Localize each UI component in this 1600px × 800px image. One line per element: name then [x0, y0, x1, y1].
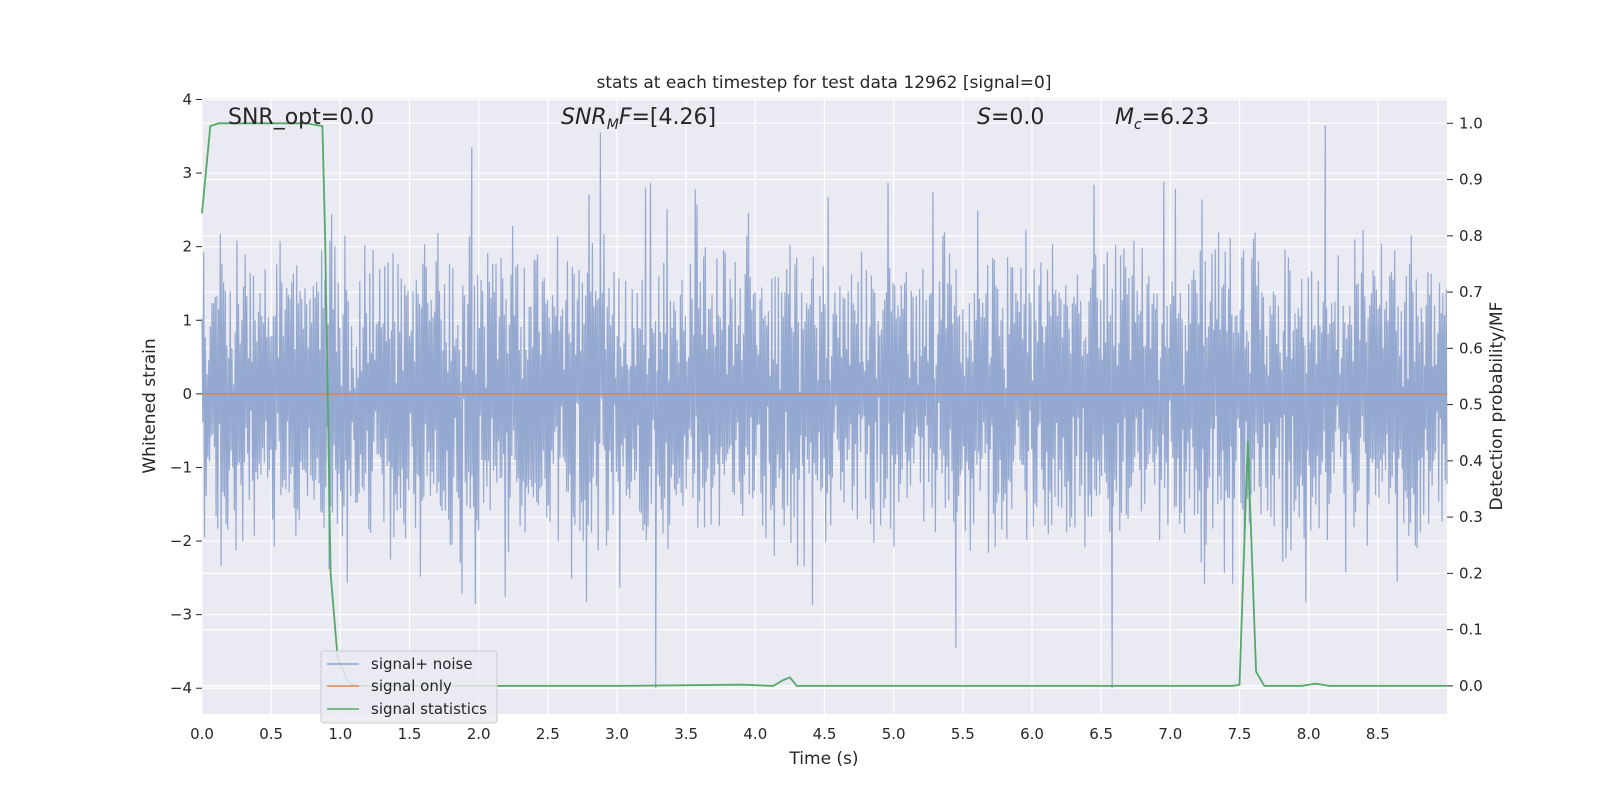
snr-mf-value: =[4.26] — [631, 105, 716, 130]
y-tick-label-right: 0.5 — [1459, 396, 1483, 414]
y-tick-label-left: 1 — [182, 311, 192, 329]
annotation-s: S=0.0 — [977, 105, 1044, 130]
annotation-mc: Mc=6.23 — [1115, 105, 1209, 133]
snr-mf-main2: F — [619, 105, 632, 130]
x-tick-label: 0.5 — [259, 725, 283, 743]
x-tick-label: 1.0 — [328, 725, 352, 743]
x-tick-labels: 0.0 0.5 1.0 1.5 2.0 2.5 3.0 3.5 4.0 4.5 5.0 5.5 6.0 6… — [190, 725, 1390, 743]
x-tick-label: 4.0 — [743, 725, 767, 743]
legend: signal+ noise signal only signal statist… — [320, 650, 498, 724]
noise-trace — [201, 125, 1448, 689]
y-axis-label-right: Detection probability/MF — [1487, 302, 1507, 511]
x-tick-label: 8.5 — [1366, 725, 1390, 743]
x-tick-label: 0.0 — [190, 725, 214, 743]
x-tick-label: 6.0 — [1020, 725, 1044, 743]
y-tick-label-right: 0.7 — [1459, 283, 1483, 301]
x-tick-label: 8.0 — [1297, 725, 1321, 743]
y-tick-label-left: −1 — [170, 458, 192, 476]
annotation-snr-mf: SNRMF=[4.26] — [561, 105, 716, 133]
x-tick-label: 6.5 — [1089, 725, 1113, 743]
series-signal-statistics — [201, 122, 1447, 687]
y-tick-label-left: 2 — [182, 238, 192, 256]
y-tick-label-right: 1.0 — [1459, 114, 1483, 132]
y-tick-label-left: −4 — [170, 679, 192, 697]
x-tick-label: 5.0 — [882, 725, 906, 743]
y-tick-labels-left: 4 3 2 1 0 −1 −2 −3 −4 — [170, 90, 192, 697]
signal-statistics-line — [201, 122, 1447, 687]
y-tick-label-right: 0.1 — [1459, 621, 1483, 639]
mc-value: =6.23 — [1142, 105, 1209, 130]
snr-mf-main: SNR — [561, 105, 607, 130]
x-tick-label: 2.5 — [536, 725, 560, 743]
legend-label-signal-noise: signal+ noise — [371, 655, 473, 673]
x-tick-label: 5.5 — [951, 725, 975, 743]
x-tick-label: 1.5 — [398, 725, 422, 743]
annotation-snr-opt: SNR_opt=0.0 — [228, 105, 374, 130]
y-axis-label-left: Whitened strain — [140, 338, 160, 473]
s-var: S — [977, 105, 991, 130]
y-tick-label-right: 0.9 — [1459, 171, 1483, 189]
x-tick-label: 4.5 — [813, 725, 837, 743]
x-tick-label: 3.0 — [605, 725, 629, 743]
y-tick-label-left: −3 — [170, 606, 192, 624]
y-tick-label-right: 0.2 — [1459, 564, 1483, 582]
y-tick-label-right: 0.4 — [1459, 452, 1483, 470]
x-tick-label: 7.5 — [1228, 725, 1252, 743]
y-tick-label-right: 0.6 — [1459, 339, 1483, 357]
y-tick-label-left: 0 — [182, 385, 192, 403]
legend-label-signal-statistics: signal statistics — [371, 700, 487, 718]
legend-label-signal-only: signal only — [371, 677, 452, 695]
y-tick-label-right: 0.3 — [1459, 508, 1483, 526]
mc-sub: c — [1134, 117, 1142, 133]
y-tick-label-left: 3 — [182, 164, 192, 182]
series-signal-noise — [201, 125, 1448, 689]
x-axis-label: Time (s) — [788, 749, 858, 769]
y-tick-label-right: 0.0 — [1459, 677, 1483, 695]
x-tick-label: 7.0 — [1158, 725, 1182, 743]
y-tick-labels-right: 1.0 0.9 0.8 0.7 0.6 0.5 0.4 0.3 0.2 0.1 0.0 — [1459, 114, 1483, 695]
mc-var: M — [1115, 105, 1134, 130]
x-tick-label: 3.5 — [674, 725, 698, 743]
x-tick-label: 2.0 — [467, 725, 491, 743]
chart-title: stats at each timestep for test data 129… — [597, 73, 1052, 93]
legend-box — [320, 650, 498, 724]
snr-mf-sub: M — [607, 117, 619, 133]
s-value: =0.0 — [991, 105, 1044, 130]
y-tick-label-left: −2 — [170, 532, 192, 550]
y-tick-label-left: 4 — [182, 90, 192, 108]
y-tick-label-right: 0.8 — [1459, 227, 1483, 245]
